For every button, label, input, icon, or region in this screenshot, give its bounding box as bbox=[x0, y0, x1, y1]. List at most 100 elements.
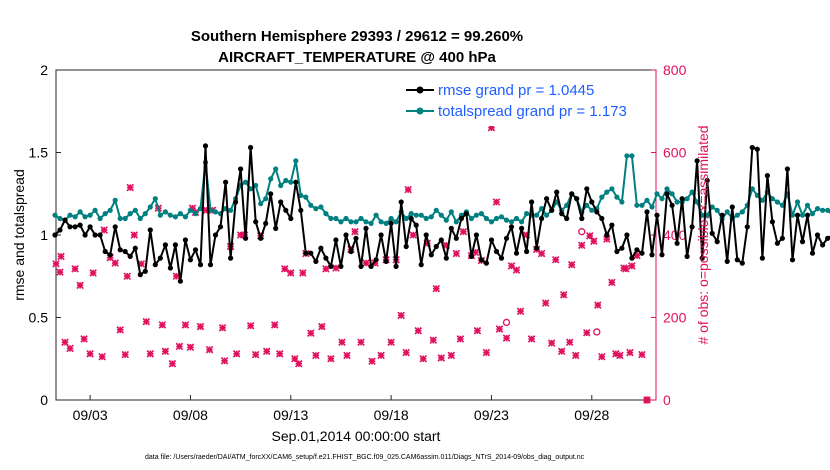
rmse-point bbox=[393, 263, 399, 269]
totalspread-point bbox=[298, 192, 304, 198]
obs-assimilated-marker bbox=[327, 354, 335, 363]
obs-assimilated-marker bbox=[357, 338, 365, 347]
totalspread-point bbox=[263, 196, 269, 202]
obs-assimilated-marker bbox=[495, 325, 504, 333]
obs-assimilated-marker bbox=[146, 350, 155, 358]
rmse-point bbox=[729, 204, 735, 210]
rmse-point bbox=[574, 196, 580, 202]
rmse-point bbox=[92, 232, 98, 238]
rmse-point bbox=[177, 278, 183, 284]
y-tick-label: 0.5 bbox=[29, 310, 49, 326]
totalspread-point bbox=[403, 215, 409, 222]
rmse-point bbox=[57, 227, 63, 233]
obs-possible-marker bbox=[502, 318, 511, 327]
rmse-point bbox=[263, 220, 269, 226]
totalspread-point bbox=[127, 211, 133, 217]
totalspread-point bbox=[112, 197, 118, 203]
totalspread-point bbox=[383, 220, 389, 226]
obs-assimilated-marker bbox=[590, 237, 598, 245]
y-tick-label-right: 400 bbox=[663, 227, 687, 243]
rmse-point bbox=[503, 235, 510, 241]
rmse-point bbox=[539, 215, 545, 222]
totalspread-point bbox=[348, 219, 354, 225]
totalspread-point bbox=[604, 189, 610, 195]
rmse-point bbox=[774, 240, 781, 246]
totalspread-point bbox=[799, 212, 806, 218]
obs-assimilated-marker bbox=[547, 339, 556, 347]
obs-assimilated-marker bbox=[232, 350, 241, 358]
rmse-point bbox=[318, 245, 324, 251]
totalspread-point bbox=[167, 212, 173, 218]
rmse-point bbox=[378, 232, 384, 238]
rmse-point bbox=[147, 227, 153, 233]
rmse-point bbox=[107, 252, 113, 258]
totalspread-point bbox=[147, 204, 153, 210]
rmse-point bbox=[157, 255, 163, 261]
obs-assimilated-marker bbox=[181, 321, 190, 329]
obs-assimilated-marker bbox=[275, 350, 284, 358]
totalspread-point bbox=[508, 219, 515, 225]
totalspread-point bbox=[72, 214, 78, 220]
totalspread-point bbox=[498, 214, 505, 220]
rmse-point bbox=[524, 248, 530, 255]
totalspread-point bbox=[228, 207, 234, 213]
totalspread-point bbox=[564, 202, 570, 208]
obs-assimilated-marker bbox=[452, 249, 461, 258]
rmse-point bbox=[799, 239, 806, 245]
rmse-point bbox=[513, 250, 520, 256]
totalspread-point bbox=[734, 212, 740, 218]
rmse-point bbox=[498, 255, 505, 261]
obs-assimilated-marker bbox=[307, 329, 315, 337]
rmse-point bbox=[112, 224, 118, 230]
rmse-point bbox=[709, 230, 715, 236]
rmse-point bbox=[197, 262, 204, 268]
rmse-point bbox=[749, 144, 755, 151]
obs-assimilated-marker bbox=[368, 357, 376, 365]
totalspread-point bbox=[473, 212, 479, 218]
totalspread-point bbox=[122, 215, 128, 222]
rmse-point bbox=[493, 248, 500, 255]
rmse-point bbox=[644, 209, 650, 215]
obs-assimilated-marker bbox=[66, 344, 74, 353]
totalspread-point bbox=[393, 219, 399, 225]
obs-assimilated-marker bbox=[512, 266, 521, 274]
rmse-point bbox=[293, 179, 299, 185]
legend-box bbox=[400, 76, 650, 126]
y-tick-label: 1.5 bbox=[29, 145, 49, 161]
rmse-point bbox=[769, 219, 776, 225]
legend-rmse-marker bbox=[416, 86, 424, 94]
totalspread-point bbox=[107, 207, 113, 213]
rmse-point bbox=[639, 250, 645, 256]
totalspread-point bbox=[253, 182, 259, 189]
rmse-point bbox=[278, 199, 284, 205]
obs-assimilated-marker bbox=[402, 348, 410, 357]
obs-assimilated-marker bbox=[299, 269, 307, 277]
rmse-point bbox=[258, 235, 264, 241]
rmse-point bbox=[589, 199, 595, 205]
totalspread-point bbox=[333, 215, 339, 222]
rmse-point bbox=[172, 242, 178, 248]
legend-spread-marker bbox=[416, 107, 424, 115]
totalspread-point bbox=[804, 202, 811, 208]
totalspread-point bbox=[363, 219, 369, 225]
rmse-point bbox=[594, 209, 600, 215]
obs-assimilated-marker bbox=[608, 278, 616, 287]
y-tick-label: 1 bbox=[40, 227, 48, 243]
obs-assimilated-marker bbox=[158, 321, 167, 329]
rmse-point bbox=[77, 222, 83, 228]
rmse-series-line bbox=[54, 144, 830, 283]
x-tick-label: 09/28 bbox=[574, 407, 609, 423]
rmse-point bbox=[719, 212, 725, 218]
rmse-point bbox=[333, 237, 339, 243]
rmse-point bbox=[207, 262, 214, 268]
obs-assimilated-marker bbox=[567, 260, 576, 269]
totalspread-point bbox=[433, 207, 439, 213]
totalspread-point bbox=[328, 215, 334, 222]
totalspread-point bbox=[664, 186, 670, 192]
obs-assimilated-marker bbox=[616, 351, 624, 360]
totalspread-point bbox=[388, 215, 394, 222]
obs-assimilated-marker bbox=[61, 338, 69, 347]
totalspread-point bbox=[674, 199, 680, 205]
rmse-point bbox=[243, 235, 249, 241]
